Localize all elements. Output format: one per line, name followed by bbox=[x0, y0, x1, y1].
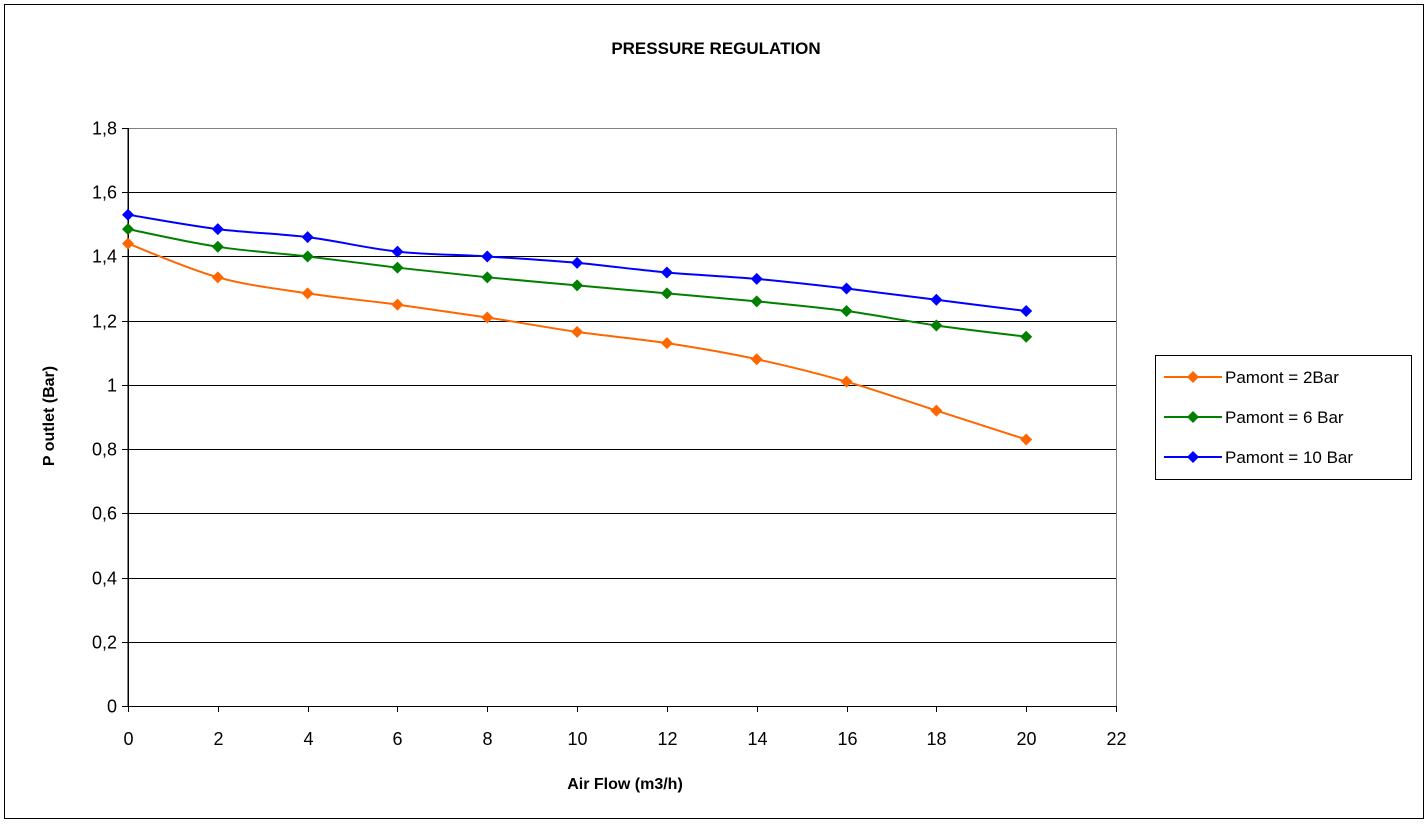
legend-marker bbox=[1187, 371, 1199, 383]
x-tick-label: 18 bbox=[926, 729, 946, 749]
data-point bbox=[571, 325, 584, 338]
data-point bbox=[211, 223, 224, 236]
legend-item: Pamont = 2Bar bbox=[1164, 368, 1339, 387]
tick-labels: 0 0,2 0,4 0,6 0,8 1 1,2 1,4 1,6 1,8 0 2 4 6 8 10 12 14 16 1… bbox=[92, 119, 1127, 750]
x-tick-label: 16 bbox=[837, 729, 857, 749]
y-tick-label: 0,8 bbox=[92, 440, 117, 460]
data-point bbox=[301, 231, 314, 244]
data-point bbox=[750, 272, 763, 285]
data-point bbox=[391, 298, 404, 311]
x-tick-label: 0 bbox=[123, 729, 133, 749]
y-axis-title: P outlet (Bar) bbox=[41, 366, 58, 466]
data-point bbox=[660, 337, 673, 350]
data-point bbox=[122, 237, 134, 250]
data-point bbox=[571, 279, 584, 292]
y-tick-label: 0,6 bbox=[92, 504, 117, 524]
data-point bbox=[1020, 433, 1033, 446]
data-point bbox=[660, 266, 673, 279]
x-tick-label: 2 bbox=[213, 729, 223, 749]
y-tick-label: 0,4 bbox=[92, 569, 117, 589]
legend-label: Pamont = 10 Bar bbox=[1225, 448, 1353, 467]
data-point bbox=[301, 287, 314, 300]
data-point bbox=[750, 353, 763, 366]
x-tick-label: 20 bbox=[1016, 729, 1036, 749]
data-point bbox=[481, 250, 494, 263]
chart-title: PRESSURE REGULATION bbox=[611, 39, 820, 58]
data-point bbox=[840, 282, 853, 295]
legend-item: Pamont = 6 Bar bbox=[1164, 408, 1344, 427]
series-3 bbox=[122, 208, 1033, 318]
data-point bbox=[391, 245, 404, 258]
y-tick-label: 1 bbox=[107, 376, 117, 396]
data-point bbox=[211, 240, 224, 253]
y-tick-label: 1,8 bbox=[92, 119, 117, 139]
x-tick-label: 10 bbox=[567, 729, 587, 749]
data-point bbox=[930, 319, 943, 332]
legend-items: Pamont = 2Bar Pamont = 6 Bar Pamont = 10 B… bbox=[1164, 368, 1353, 467]
y-tick-label: 0,2 bbox=[92, 633, 117, 653]
x-tick-label: 12 bbox=[657, 729, 677, 749]
data-point bbox=[301, 250, 314, 263]
y-tick-label: 1,2 bbox=[92, 312, 117, 332]
data-point bbox=[840, 375, 853, 388]
data-point bbox=[211, 271, 224, 284]
data-point bbox=[481, 311, 494, 324]
y-tick-label: 0 bbox=[107, 697, 117, 717]
legend-marker bbox=[1187, 411, 1199, 423]
data-point bbox=[391, 261, 404, 274]
data-point bbox=[122, 223, 134, 236]
x-tick-label: 8 bbox=[482, 729, 492, 749]
data-point bbox=[840, 305, 853, 318]
x-tick-label: 14 bbox=[747, 729, 767, 749]
y-tick-label: 1,6 bbox=[92, 183, 117, 203]
x-axis-title: Air Flow (m3/h) bbox=[567, 776, 683, 793]
data-point bbox=[571, 256, 584, 269]
legend-label: Pamont = 6 Bar bbox=[1225, 408, 1344, 427]
legend-item: Pamont = 10 Bar bbox=[1164, 448, 1353, 467]
legend-label: Pamont = 2Bar bbox=[1225, 368, 1339, 387]
data-point bbox=[481, 271, 494, 284]
series-layer bbox=[122, 208, 1033, 446]
x-tick-label: 6 bbox=[392, 729, 402, 749]
series-1 bbox=[122, 237, 1033, 446]
data-point bbox=[750, 295, 763, 308]
x-tick-label: 4 bbox=[303, 729, 313, 749]
series-2 bbox=[122, 223, 1033, 343]
x-tick-label: 22 bbox=[1106, 729, 1126, 749]
data-point bbox=[122, 208, 134, 221]
y-tick-label: 1,4 bbox=[92, 247, 117, 267]
legend-marker bbox=[1187, 451, 1199, 463]
legend: Pamont = 2Bar Pamont = 6 Bar Pamont = 10 B… bbox=[1155, 355, 1412, 480]
data-point bbox=[660, 287, 673, 300]
data-point bbox=[930, 293, 943, 306]
data-point bbox=[1020, 305, 1033, 318]
data-point bbox=[1020, 330, 1033, 343]
data-point bbox=[930, 404, 943, 417]
